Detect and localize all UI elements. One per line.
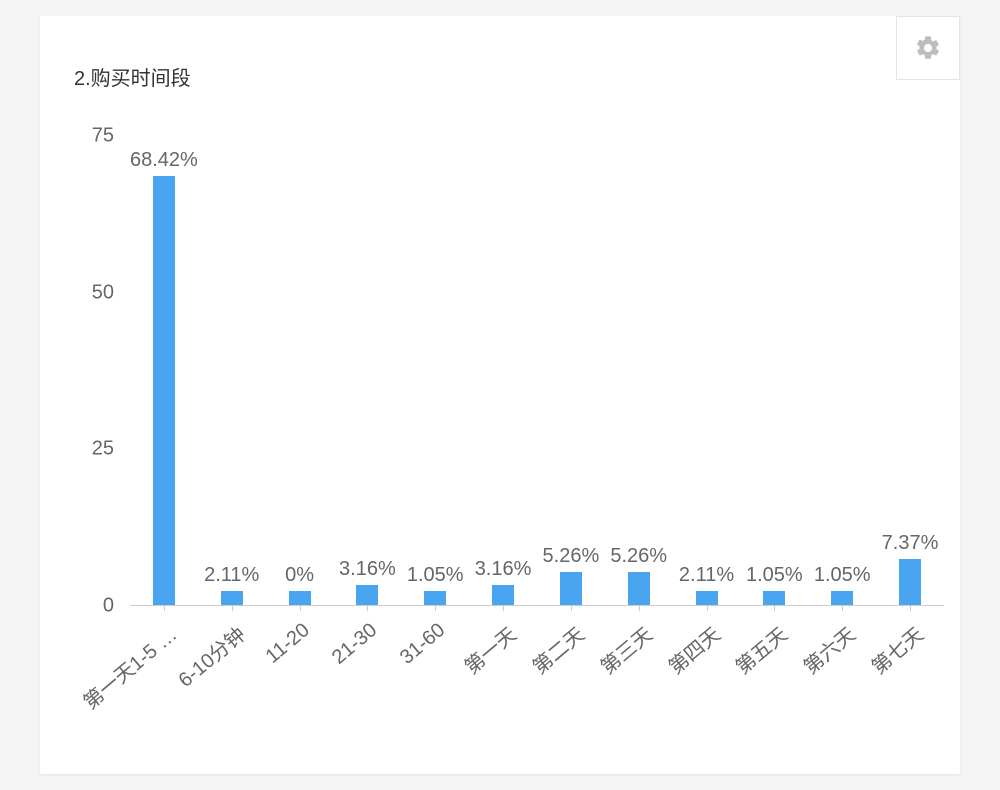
- settings-button[interactable]: [896, 16, 960, 80]
- bar-value-label: 2.11%: [679, 564, 734, 587]
- chart-card: 2.购买时间段 68.42%第一天1-5 …2.11%6-10分钟0%11-20…: [40, 16, 960, 774]
- category-label: 第六天: [796, 619, 861, 680]
- x-tick: [435, 605, 436, 611]
- bar-value-label: 7.37%: [882, 532, 939, 555]
- bar: [899, 559, 921, 605]
- bar-slot: 1.05%第五天: [740, 136, 808, 605]
- category-label: 第七天: [864, 619, 929, 680]
- bar-slot: 1.05%第六天: [808, 136, 876, 605]
- bar-value-label: 2.11%: [204, 564, 259, 587]
- x-tick: [707, 605, 708, 611]
- bar: [763, 591, 785, 605]
- category-label: 31-60: [396, 619, 450, 670]
- bar: [221, 591, 243, 605]
- bar-value-label: 3.16%: [339, 558, 396, 581]
- bar: [696, 591, 718, 605]
- bar-slot: 68.42%第一天1-5 …: [130, 136, 198, 605]
- bar-slot: 2.11%第四天: [673, 136, 741, 605]
- category-label: 第一天: [457, 619, 522, 680]
- bar: [356, 585, 378, 605]
- bar-value-label: 3.16%: [475, 558, 532, 581]
- gear-icon: [914, 34, 942, 62]
- x-tick: [164, 605, 165, 611]
- y-axis-label: 75: [64, 125, 114, 148]
- bar-slot: 2.11%6-10分钟: [198, 136, 266, 605]
- bar-slot: 0%11-20: [266, 136, 334, 605]
- category-label: 11-20: [262, 619, 315, 669]
- bar-value-label: 1.05%: [746, 564, 803, 587]
- chart-plot: 68.42%第一天1-5 …2.11%6-10分钟0%11-203.16%21-…: [74, 136, 944, 606]
- bar-value-label: 5.26%: [543, 545, 600, 568]
- bar-slot: 1.05%31-60: [401, 136, 469, 605]
- bar-slot: 3.16%第一天: [469, 136, 537, 605]
- category-label: 21-30: [328, 619, 382, 670]
- bars-container: 68.42%第一天1-5 …2.11%6-10分钟0%11-203.16%21-…: [130, 136, 944, 606]
- y-axis-label: 50: [64, 281, 114, 304]
- category-label: 第五天: [728, 619, 793, 680]
- x-tick: [300, 605, 301, 611]
- category-label: 第二天: [525, 619, 590, 680]
- bar-value-label: 68.42%: [130, 149, 198, 172]
- category-label: 第一天1-5 …: [76, 619, 182, 715]
- category-label: 6-10分钟: [170, 619, 250, 693]
- y-axis-label: 25: [64, 438, 114, 461]
- bar-slot: 5.26%第二天: [537, 136, 605, 605]
- y-axis-label: 0: [64, 595, 114, 618]
- x-tick: [503, 605, 504, 611]
- bar: [628, 572, 650, 605]
- bar: [831, 591, 853, 605]
- bar: [560, 572, 582, 605]
- bar-value-label: 1.05%: [407, 564, 464, 587]
- category-label: 第四天: [661, 619, 726, 680]
- x-tick: [910, 605, 911, 611]
- x-tick: [774, 605, 775, 611]
- bar-value-label: 5.26%: [610, 545, 667, 568]
- x-tick: [232, 605, 233, 611]
- bar-slot: 5.26%第三天: [605, 136, 673, 605]
- bar-slot: 3.16%21-30: [333, 136, 401, 605]
- chart-title: 2.购买时间段: [74, 62, 191, 91]
- category-label: 第三天: [593, 619, 658, 680]
- bar-value-label: 1.05%: [814, 564, 871, 587]
- bar-slot: 7.37%第七天: [876, 136, 944, 605]
- x-tick: [571, 605, 572, 611]
- x-tick: [367, 605, 368, 611]
- x-tick: [842, 605, 843, 611]
- x-tick: [639, 605, 640, 611]
- bar: [289, 591, 311, 605]
- bar: [153, 176, 175, 605]
- bar: [492, 585, 514, 605]
- bar: [424, 591, 446, 605]
- bar-value-label: 0%: [285, 564, 314, 587]
